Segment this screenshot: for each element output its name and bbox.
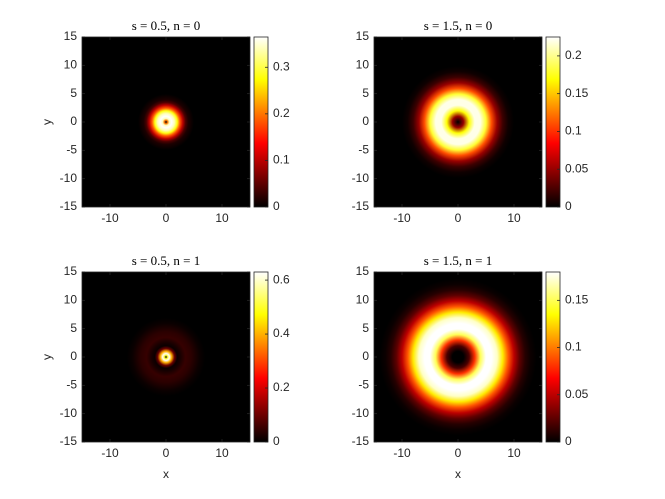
colorbar [254, 37, 268, 207]
y-tick-label: -10 [352, 171, 370, 185]
y-tick-label: 15 [356, 29, 370, 43]
colorbar-tick-label: 0 [273, 199, 280, 213]
y-tick-label: 10 [64, 58, 78, 72]
colorbar-frame [253, 271, 269, 443]
x-tick-label: 0 [163, 446, 170, 460]
y-tick-label: 15 [64, 29, 78, 43]
y-tick-label: -10 [352, 406, 370, 420]
intensity-field [379, 278, 537, 436]
y-tick-label: 15 [356, 264, 370, 278]
y-tick-label: 10 [356, 58, 370, 72]
y-tick-label: 10 [356, 293, 370, 307]
colorbar-tick-label: 0.05 [565, 161, 589, 175]
y-tick-label: -5 [358, 378, 369, 392]
colorbar-tick-label: 0.15 [565, 293, 589, 307]
y-tick-label: -15 [60, 434, 78, 448]
y-tick-label: -15 [60, 199, 78, 213]
x-axis-label: x [163, 467, 169, 481]
x-tick-label: -10 [393, 211, 411, 225]
y-tick-label: 0 [70, 114, 77, 128]
x-tick-label: 0 [455, 446, 462, 460]
y-axis-label: y [40, 354, 54, 360]
x-tick-label: 10 [215, 446, 229, 460]
colorbar-tick-label: 0.6 [273, 272, 290, 286]
y-tick-label: 0 [362, 114, 369, 128]
panel-title: s = 1.5, n = 0 [424, 18, 492, 33]
y-tick-label: 15 [64, 264, 78, 278]
y-tick-label: 5 [362, 321, 369, 335]
colorbar-tick-label: 0 [565, 199, 572, 213]
x-tick-label: 0 [163, 211, 170, 225]
colorbar-tick-label: 0.15 [565, 86, 589, 100]
colorbar-frame [545, 271, 561, 443]
colorbar-tick-label: 0.1 [565, 340, 582, 354]
y-tick-label: -5 [358, 143, 369, 157]
colorbar-tick-label: 0 [565, 434, 572, 448]
x-tick-label: 10 [507, 446, 521, 460]
colorbar-tick-label: 0.4 [273, 326, 290, 340]
intensity-field [138, 94, 194, 150]
colorbar-frame [545, 36, 561, 208]
y-tick-label: 5 [362, 86, 369, 100]
x-tick-label: -10 [101, 446, 119, 460]
colorbar-tick-label: 0.2 [273, 106, 290, 120]
y-tick-label: 10 [64, 293, 78, 307]
x-tick-label: 10 [507, 211, 521, 225]
colorbar [254, 272, 268, 442]
colorbar [546, 37, 560, 207]
colorbar-tick-label: 0.2 [273, 380, 290, 394]
colorbar-tick-label: 0.05 [565, 387, 589, 401]
y-axis-label: y [40, 119, 54, 125]
intensity-field [126, 317, 206, 397]
y-tick-label: -15 [352, 434, 370, 448]
y-tick-label: 0 [362, 349, 369, 363]
x-tick-label: -10 [101, 211, 119, 225]
colorbar-tick-label: 0.2 [565, 48, 582, 62]
colorbar-tick-label: 0.3 [273, 59, 290, 73]
intensity-field [402, 66, 514, 178]
colorbar [546, 272, 560, 442]
colorbar-frame [253, 36, 269, 208]
y-tick-label: 5 [70, 321, 77, 335]
y-tick-label: 0 [70, 349, 77, 363]
y-tick-label: -15 [352, 199, 370, 213]
y-tick-label: -10 [60, 406, 78, 420]
y-tick-label: -10 [60, 171, 78, 185]
colorbar-tick-label: 0 [273, 434, 280, 448]
panel-title: s = 0.5, n = 1 [132, 253, 200, 268]
x-tick-label: 10 [215, 211, 229, 225]
x-axis-label: x [455, 467, 461, 481]
colorbar-tick-label: 0.1 [565, 124, 582, 138]
colorbar-tick-label: 0.1 [273, 153, 290, 167]
panel-title: s = 1.5, n = 1 [424, 253, 492, 268]
y-tick-label: -5 [66, 143, 77, 157]
x-tick-label: 0 [455, 211, 462, 225]
y-tick-label: -5 [66, 378, 77, 392]
panel-title: s = 0.5, n = 0 [132, 18, 200, 33]
y-tick-label: 5 [70, 86, 77, 100]
x-tick-label: -10 [393, 446, 411, 460]
